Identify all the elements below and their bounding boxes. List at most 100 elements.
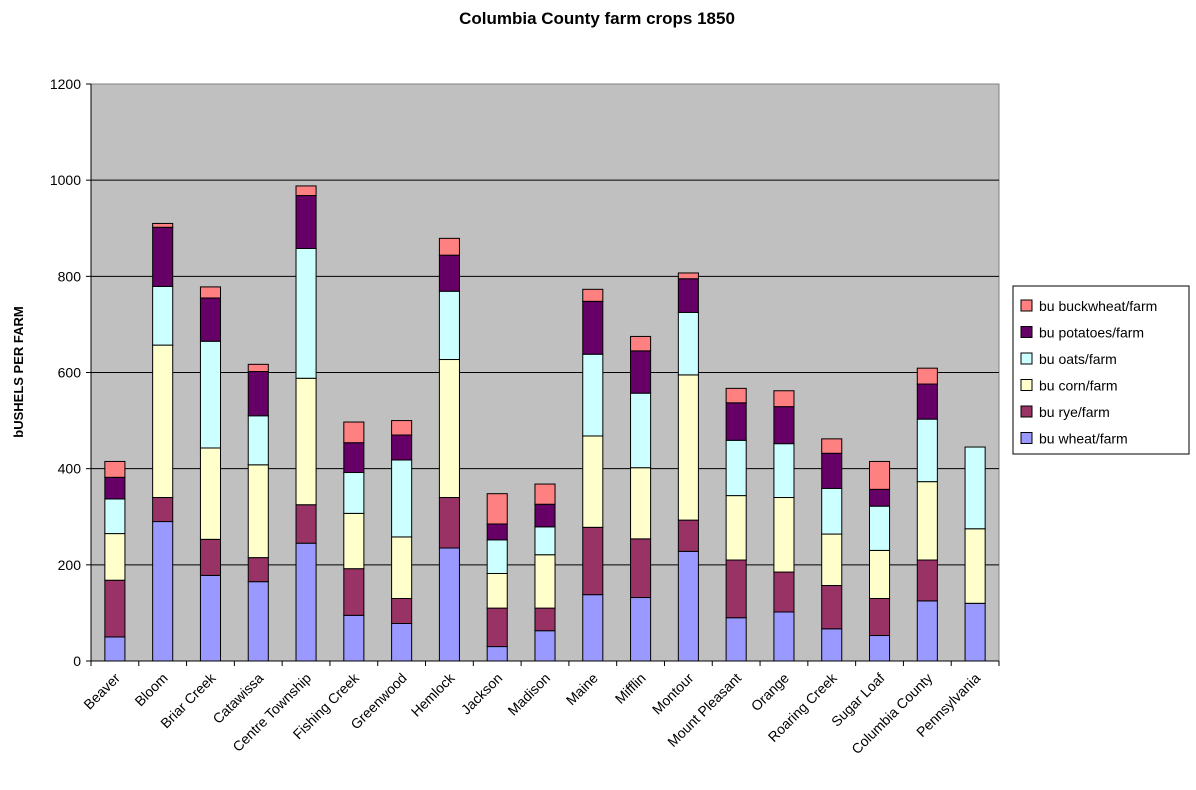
bar-segment <box>630 350 652 394</box>
bar-segment <box>677 278 699 313</box>
bar-stack-9 <box>534 483 556 662</box>
bar-segment <box>295 247 317 379</box>
bar-segment <box>725 387 747 404</box>
bar-segment <box>821 533 843 587</box>
bar-segment <box>391 597 413 624</box>
bar-segment <box>199 297 222 342</box>
bar-segment <box>104 533 126 581</box>
bar-segment <box>725 559 747 619</box>
bar-segment <box>391 420 413 436</box>
bar-segment <box>104 476 126 500</box>
bar-segment <box>916 418 938 483</box>
bar-segment <box>821 585 843 630</box>
bar-segment <box>152 497 174 523</box>
legend-label: bu potatoes/farm <box>1039 325 1144 341</box>
bar-segment <box>916 481 938 561</box>
bar-segment <box>534 483 556 505</box>
bar-segment <box>486 607 508 648</box>
bar-segment <box>916 367 938 385</box>
bar-segment <box>152 521 174 662</box>
bar-segment <box>438 254 460 292</box>
bar-segment <box>773 443 795 499</box>
bar-segment <box>964 602 986 662</box>
bar-segment <box>295 195 317 249</box>
bar-segment <box>916 559 938 602</box>
bar-segment <box>868 635 891 662</box>
bar-segment <box>868 549 891 599</box>
bar-stack-8 <box>486 493 508 662</box>
bar-stack-13 <box>725 387 747 662</box>
bar-segment <box>104 460 126 478</box>
x-tick-label: Hemlock <box>408 669 459 720</box>
bar-segment <box>582 435 604 528</box>
bar-segment <box>821 628 843 662</box>
bar-segment <box>725 495 747 561</box>
y-tick-label: 1000 <box>50 172 81 188</box>
bar-segment <box>438 359 460 499</box>
bar-segment <box>725 402 747 441</box>
legend-swatch <box>1020 299 1033 312</box>
legend-box <box>1012 285 1190 455</box>
bar-segment <box>152 226 174 287</box>
bar-segment <box>868 488 891 507</box>
bar-segment <box>391 536 413 599</box>
bar-segment <box>773 390 795 408</box>
bar-segment <box>821 438 843 454</box>
bar-segment <box>534 630 556 662</box>
legend-label: bu wheat/farm <box>1039 431 1128 447</box>
bar-segment <box>247 581 269 662</box>
bar-segment <box>199 447 222 540</box>
bar-segment <box>247 363 269 373</box>
bar-segment <box>677 311 699 376</box>
bar-segment <box>868 597 891 637</box>
bar-segment <box>582 353 604 437</box>
bar-stack-15 <box>821 438 843 662</box>
bar-segment <box>534 526 556 556</box>
bar-segment <box>199 574 222 662</box>
bar-segment <box>486 493 508 525</box>
bar-segment <box>821 487 843 535</box>
bar-segment <box>486 523 508 541</box>
x-tick-label: Bloom <box>131 670 170 709</box>
bar-stack-0 <box>104 460 126 662</box>
bar-segment <box>199 340 222 449</box>
bar-segment <box>391 434 413 461</box>
bar-segment <box>630 335 652 352</box>
bar-segment <box>152 222 174 228</box>
bar-stack-4 <box>295 185 317 662</box>
bar-segment <box>916 600 938 662</box>
bar-stack-1 <box>152 222 174 662</box>
bar-segment <box>677 550 699 662</box>
bar-segment <box>295 377 317 506</box>
x-tick-label: Montour <box>649 670 697 718</box>
y-tick-label: 0 <box>73 653 81 669</box>
bar-segment <box>247 371 269 417</box>
y-tick-label: 600 <box>58 365 82 381</box>
bar-segment <box>295 185 317 197</box>
bar-segment <box>295 542 317 662</box>
bar-segment <box>343 421 365 444</box>
bar-segment <box>534 503 556 528</box>
bar-segment <box>534 607 556 632</box>
bar-segment <box>582 288 604 302</box>
bar-stack-2 <box>199 286 222 662</box>
bar-segment <box>677 519 699 552</box>
bar-segment <box>582 594 604 662</box>
bar-segment <box>677 272 699 280</box>
bar-segment <box>104 498 126 535</box>
bar-segment <box>343 512 365 570</box>
bar-stack-14 <box>773 390 795 662</box>
bar-segment <box>582 300 604 355</box>
bar-segment <box>582 526 604 596</box>
legend-swatch <box>1020 352 1033 365</box>
bars <box>104 185 986 662</box>
bar-segment <box>773 611 795 662</box>
x-tick-label: Orange <box>748 670 792 714</box>
bar-segment <box>534 554 556 609</box>
bar-segment <box>630 597 652 662</box>
x-tick-label: Columbia County <box>848 670 935 757</box>
bar-segment <box>152 344 174 499</box>
bar-segment <box>199 538 222 576</box>
bar-segment <box>821 452 843 489</box>
